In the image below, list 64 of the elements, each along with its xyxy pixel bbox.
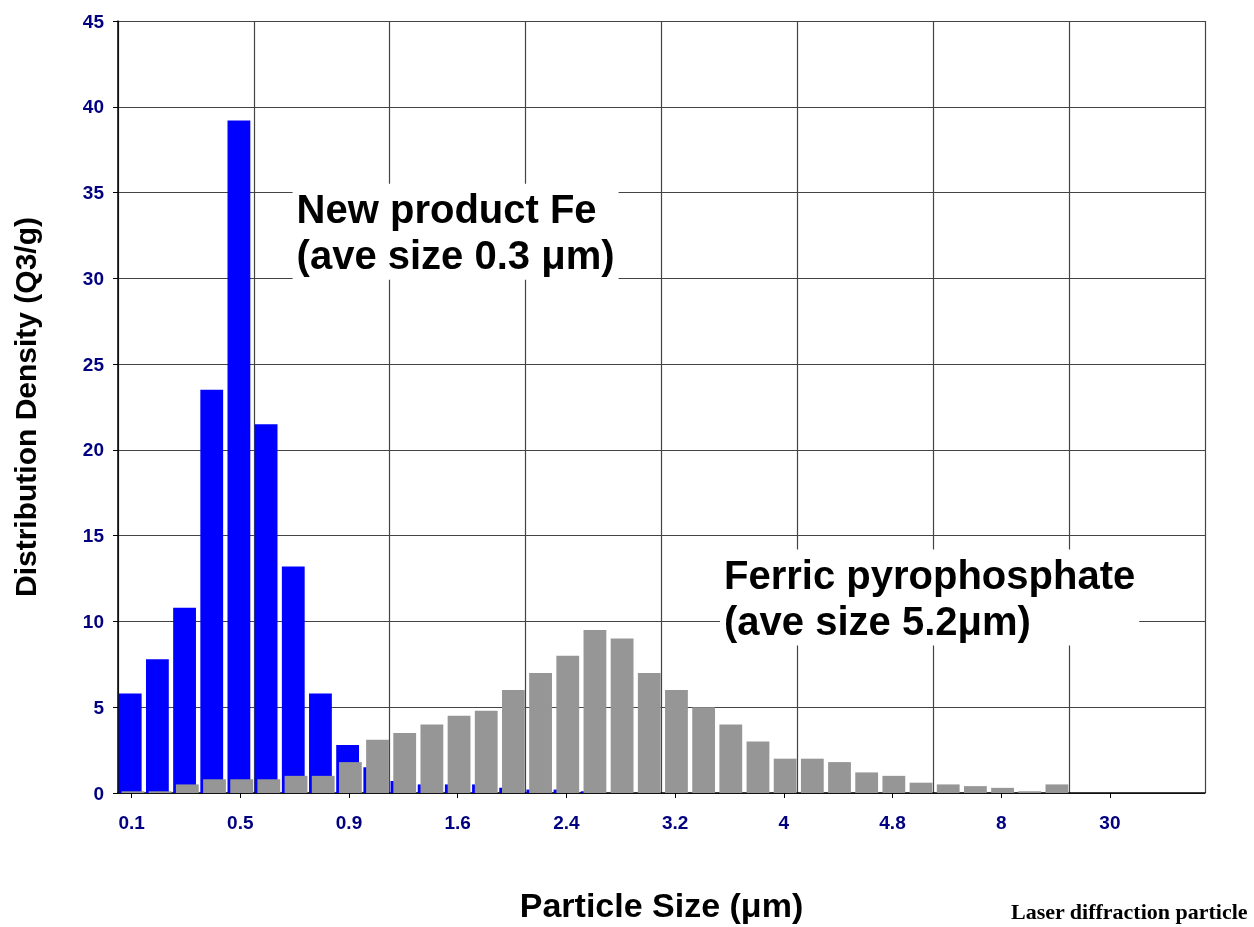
bar bbox=[447, 715, 471, 793]
bar bbox=[145, 659, 169, 793]
bar bbox=[855, 772, 879, 793]
y-tick-label: 5 bbox=[93, 696, 105, 718]
bar bbox=[203, 779, 226, 793]
y-tick-label: 30 bbox=[82, 267, 104, 289]
bar bbox=[909, 782, 933, 793]
bar bbox=[828, 762, 851, 793]
bar bbox=[692, 707, 716, 793]
y-tick-label: 35 bbox=[82, 182, 105, 204]
bar bbox=[257, 779, 281, 793]
bar bbox=[281, 566, 305, 793]
bar bbox=[991, 787, 1014, 793]
bar bbox=[719, 724, 743, 793]
bar bbox=[963, 786, 987, 793]
bar bbox=[610, 638, 634, 793]
y-tick-label: 25 bbox=[82, 353, 105, 375]
bar bbox=[118, 693, 142, 793]
bar bbox=[583, 630, 607, 793]
y-axis-title: Distribution Density (Q3/g) bbox=[8, 216, 42, 598]
bar bbox=[366, 739, 389, 793]
series-label: New product Fe (ave size 0.3 μm) bbox=[296, 186, 615, 277]
x-tick-label: 30 bbox=[1099, 812, 1121, 833]
x-tick-label: 2.4 bbox=[553, 812, 581, 833]
x-tick-label: 0.9 bbox=[335, 812, 363, 833]
bar bbox=[665, 690, 688, 793]
y-tick-label: 20 bbox=[82, 439, 104, 461]
y-tick-label: 15 bbox=[82, 525, 105, 547]
bar bbox=[175, 784, 199, 793]
x-tick-label: 3.2 bbox=[661, 812, 689, 833]
x-tick-label: 1.6 bbox=[444, 812, 471, 833]
bar bbox=[311, 775, 335, 793]
bar bbox=[746, 741, 770, 793]
bar bbox=[800, 758, 824, 793]
bar bbox=[200, 389, 224, 793]
x-tick-label: 0.1 bbox=[118, 812, 146, 833]
bar bbox=[502, 690, 525, 793]
x-tick-label: 0.5 bbox=[227, 812, 254, 833]
bar bbox=[393, 732, 417, 793]
y-tick-label: 45 bbox=[82, 10, 105, 32]
bar bbox=[173, 607, 196, 793]
x-axis-title: Particle Size (μm) bbox=[519, 886, 804, 924]
x-tick-label: 8 bbox=[995, 812, 1007, 833]
x-tick-label: 4.8 bbox=[879, 812, 906, 833]
bar bbox=[474, 710, 498, 793]
bar bbox=[637, 672, 661, 793]
series-label: Ferric pyrophosphate (ave size 5.2μm) bbox=[724, 552, 1136, 643]
x-tick-label: 4 bbox=[778, 812, 790, 833]
bar bbox=[529, 672, 552, 793]
y-tick-label: 10 bbox=[82, 610, 104, 632]
bar bbox=[254, 424, 278, 793]
y-tick-label: 40 bbox=[82, 96, 104, 118]
bar bbox=[556, 655, 580, 793]
bar bbox=[1045, 784, 1069, 793]
text: Laser diffraction particle bbox=[1010, 898, 1248, 924]
bar bbox=[284, 775, 308, 793]
bar bbox=[773, 758, 797, 793]
y-tick-label: 0 bbox=[93, 782, 104, 804]
bar bbox=[230, 779, 254, 793]
bar bbox=[936, 784, 960, 793]
bar bbox=[882, 775, 906, 793]
bar bbox=[338, 762, 362, 793]
bar bbox=[227, 120, 251, 793]
bar bbox=[420, 724, 444, 793]
